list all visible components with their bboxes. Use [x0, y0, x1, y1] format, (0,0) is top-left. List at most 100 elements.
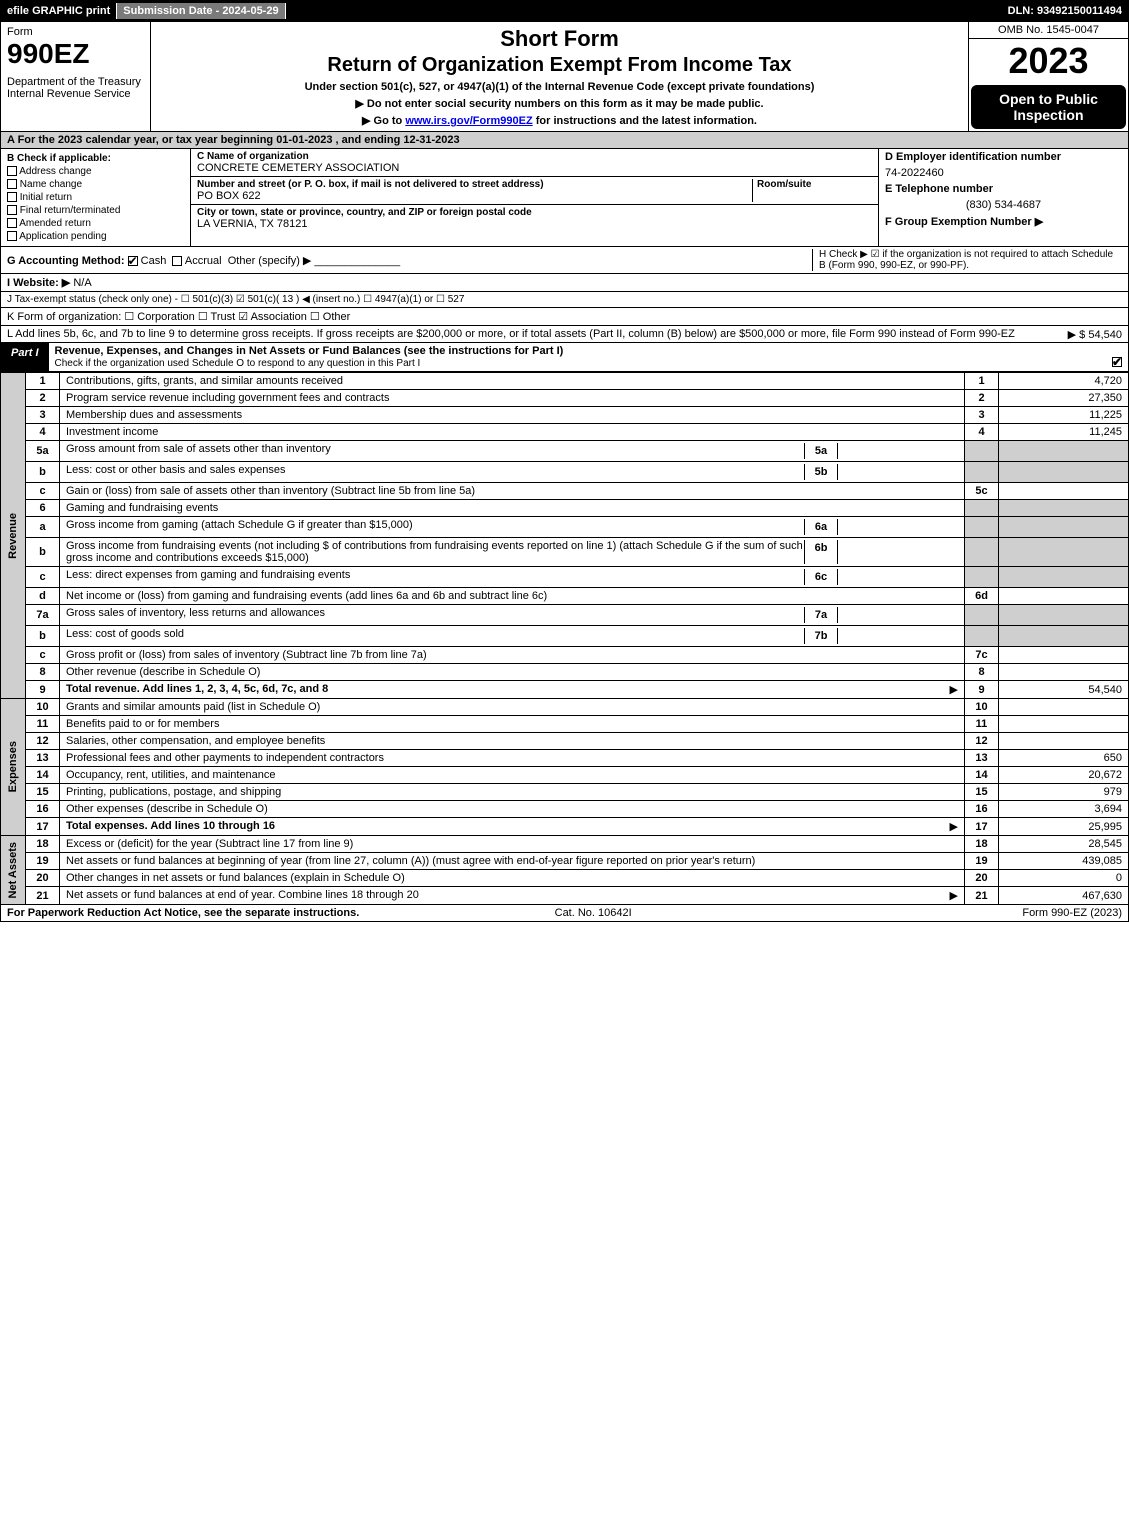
line13-amt: 650: [999, 750, 1129, 767]
box-b: B Check if applicable: Address change Na…: [1, 149, 191, 246]
line15-amt: 979: [999, 784, 1129, 801]
line9-desc: Total revenue. Add lines 1, 2, 3, 4, 5c,…: [66, 683, 328, 695]
opt-amended-return[interactable]: Amended return: [7, 218, 184, 229]
line7a-num: 7a: [26, 605, 60, 626]
line5c-desc: Gain or (loss) from sale of assets other…: [66, 485, 475, 497]
line-g-label: G Accounting Method:: [7, 255, 125, 267]
opt-name-change-label: Name change: [20, 179, 82, 190]
form-label: Form: [7, 26, 144, 38]
line17-desc: Total expenses. Add lines 10 through 16: [66, 820, 275, 832]
accounting-accrual-checkbox[interactable]: [172, 256, 182, 266]
line8-amt: [999, 664, 1129, 681]
line5b-sub: 5b: [804, 464, 838, 480]
tel-value: (830) 534-4687: [885, 199, 1122, 211]
part1-subtitle: Check if the organization used Schedule …: [55, 358, 421, 369]
line6d-num: d: [26, 588, 60, 605]
line7a-desc: Gross sales of inventory, less returns a…: [66, 607, 804, 623]
line5c-ln: 5c: [965, 483, 999, 500]
org-name: CONCRETE CEMETERY ASSOCIATION: [197, 162, 872, 174]
line19-ln: 19: [965, 853, 999, 870]
accounting-cash-checkbox[interactable]: [128, 256, 138, 266]
line3-desc: Membership dues and assessments: [66, 409, 242, 421]
line5a-desc: Gross amount from sale of assets other t…: [66, 443, 804, 459]
line5b-subval: [838, 464, 958, 480]
box-c: C Name of organization CONCRETE CEMETERY…: [191, 149, 878, 246]
line18-amt: 28,545: [999, 836, 1129, 853]
box-def: D Employer identification number 74-2022…: [878, 149, 1128, 246]
goto-link[interactable]: www.irs.gov/Form990EZ: [405, 115, 532, 127]
line14-amt: 20,672: [999, 767, 1129, 784]
line17-ln: 17: [965, 818, 999, 836]
street-value: PO BOX 622: [197, 190, 752, 202]
line8-ln: 8: [965, 664, 999, 681]
line6a-desc: Gross income from gaming (attach Schedul…: [66, 519, 804, 535]
section-netassets-label: Net Assets: [7, 842, 19, 898]
line10-amt: [999, 699, 1129, 716]
line7c-desc: Gross profit or (loss) from sales of inv…: [66, 649, 427, 661]
opt-application-pending[interactable]: Application pending: [7, 231, 184, 242]
opt-application-pending-label: Application pending: [19, 231, 106, 242]
line5a-num: 5a: [26, 441, 60, 462]
opt-final-return[interactable]: Final return/terminated: [7, 205, 184, 216]
line21-ln: 21: [965, 887, 999, 905]
line6b-num: b: [26, 538, 60, 567]
line6c-ln: [965, 567, 999, 588]
line5b-desc: Less: cost or other basis and sales expe…: [66, 464, 804, 480]
opt-address-change[interactable]: Address change: [7, 166, 184, 177]
line7c-num: c: [26, 647, 60, 664]
line15-num: 15: [26, 784, 60, 801]
opt-address-change-label: Address change: [19, 166, 91, 177]
line6c-subval: [838, 569, 958, 585]
line15-ln: 15: [965, 784, 999, 801]
line5a-sub: 5a: [804, 443, 838, 459]
line7b-sub: 7b: [804, 628, 838, 644]
line10-ln: 10: [965, 699, 999, 716]
line5a-subval: [838, 443, 958, 459]
line6-desc: Gaming and fundraising events: [66, 502, 218, 514]
line13-ln: 13: [965, 750, 999, 767]
line18-num: 18: [26, 836, 60, 853]
line17-amt: 25,995: [999, 818, 1129, 836]
line13-num: 13: [26, 750, 60, 767]
line14-num: 14: [26, 767, 60, 784]
line-g-h: G Accounting Method: Cash Accrual Other …: [0, 247, 1129, 274]
line3-ln: 3: [965, 407, 999, 424]
line6c-amt: [999, 567, 1129, 588]
line13-desc: Professional fees and other payments to …: [66, 752, 384, 764]
line6a-ln: [965, 517, 999, 538]
line17-num: 17: [26, 818, 60, 836]
line4-desc: Investment income: [66, 426, 158, 438]
schedule-o-checkbox[interactable]: [1112, 357, 1122, 367]
line16-ln: 16: [965, 801, 999, 818]
line9-ln: 9: [965, 681, 999, 699]
line2-num: 2: [26, 390, 60, 407]
line20-num: 20: [26, 870, 60, 887]
line5a-amt: [999, 441, 1129, 462]
line8-desc: Other revenue (describe in Schedule O): [66, 666, 260, 678]
line11-desc: Benefits paid to or for members: [66, 718, 219, 730]
opt-name-change[interactable]: Name change: [7, 179, 184, 190]
line6b-subval: [838, 540, 958, 564]
line5c-num: c: [26, 483, 60, 500]
line21-desc: Net assets or fund balances at end of ye…: [66, 889, 419, 901]
line6-ln: [965, 500, 999, 517]
line12-ln: 12: [965, 733, 999, 750]
submission-date: Submission Date - 2024-05-29: [117, 3, 285, 19]
page-footer: For Paperwork Reduction Act Notice, see …: [0, 905, 1129, 922]
room-label: Room/suite: [757, 179, 872, 190]
line1-ln: 1: [965, 373, 999, 390]
opt-initial-return[interactable]: Initial return: [7, 192, 184, 203]
line3-amt: 11,225: [999, 407, 1129, 424]
ein-label: D Employer identification number: [885, 151, 1061, 163]
line7c-ln: 7c: [965, 647, 999, 664]
opt-final-return-label: Final return/terminated: [20, 205, 121, 216]
line1-num: 1: [26, 373, 60, 390]
header-mid: Short Form Return of Organization Exempt…: [151, 22, 968, 131]
footer-left: For Paperwork Reduction Act Notice, see …: [7, 907, 359, 919]
efile-label[interactable]: efile GRAPHIC print: [1, 3, 117, 19]
line3-num: 3: [26, 407, 60, 424]
line7b-num: b: [26, 626, 60, 647]
line10-num: 10: [26, 699, 60, 716]
line5a-ln: [965, 441, 999, 462]
line-a: A For the 2023 calendar year, or tax yea…: [0, 132, 1129, 149]
